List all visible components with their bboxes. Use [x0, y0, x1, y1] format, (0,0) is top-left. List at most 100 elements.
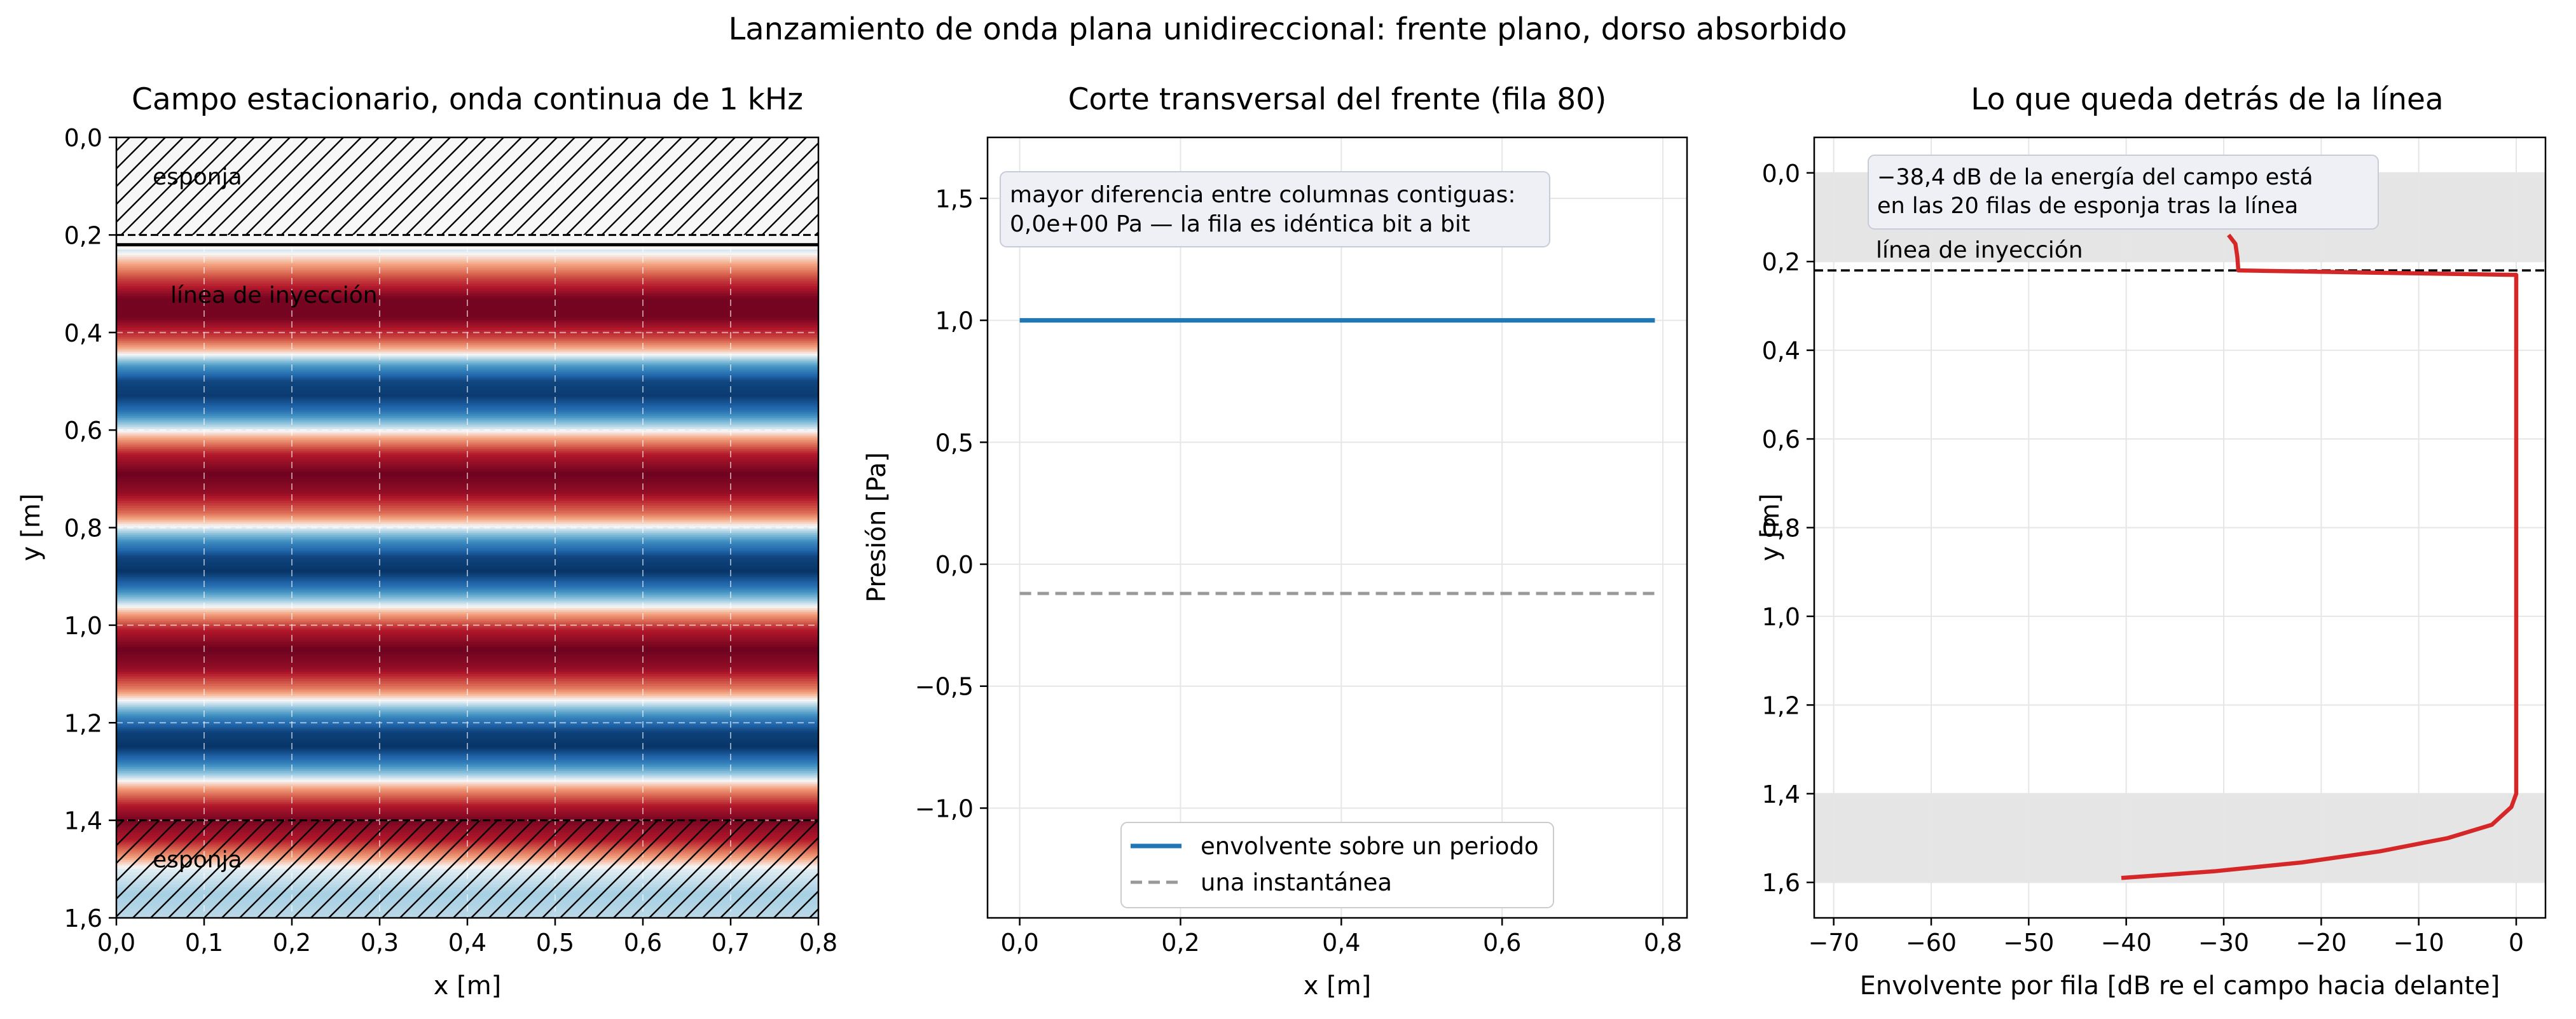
p3-ytick-label: 0,6: [1762, 426, 1800, 454]
p1-field-band: [116, 716, 818, 719]
p1-field-band: [116, 348, 818, 351]
p1-field-band: [116, 662, 818, 665]
p1-ytick-label: 1,4: [64, 807, 102, 835]
p1-field-band: [116, 315, 818, 319]
p3-ytick-label: 1,0: [1762, 603, 1800, 631]
p1-field-band: [116, 329, 818, 333]
p1-field-band: [116, 296, 818, 299]
p3-annotation-line: en las 20 filas de esponja tras la línea: [1877, 193, 2298, 219]
p3-ylabel: y [m]: [1756, 494, 1785, 562]
p3-annotation-text: −38,4 dB de la energía del campo está en …: [1877, 165, 2313, 219]
p1-field-band: [116, 436, 818, 439]
p1-field-band: [116, 759, 818, 763]
p1-field-band: [116, 427, 818, 429]
p3-xtick-label: −40: [2101, 929, 2152, 957]
p3-series-profile: [2121, 233, 2519, 880]
panel-1-title: Campo estacionario, onda continua de 1 k…: [132, 82, 803, 117]
p1-field-band: [116, 642, 818, 646]
p2-annotation-text: mayor diferencia entre columnas contigua…: [1010, 182, 1515, 237]
p1-field-band: [116, 372, 818, 375]
p1-field-band: [116, 264, 818, 267]
p2-ytick-label: 0,5: [935, 429, 974, 457]
p1-field-band: [116, 575, 818, 578]
p3-ticks: −70 −60 −50 −40 −30 −20 −10 0 0,0 0,2 0,4 0,6 0,8 1,0…: [1762, 160, 2524, 957]
p1-field-band: [116, 717, 818, 721]
p3-xtick-label: 0: [2509, 929, 2524, 957]
p1-field-band: [116, 308, 818, 311]
p3-xtick-label: −70: [1808, 929, 1859, 957]
p1-injection-label: línea de inyección: [170, 282, 378, 308]
p2-series: [1019, 318, 1655, 595]
p1-field-band: [116, 350, 818, 353]
p2-xtick-label: 0,2: [1161, 929, 1199, 957]
p1-ytick-label: 1,0: [64, 612, 102, 640]
p2-xtick-label: 0,0: [1000, 929, 1038, 957]
p1-field-band: [116, 405, 818, 408]
p1-xtick-label: 0,0: [97, 929, 135, 957]
p1-sponge-label: esponja: [153, 847, 242, 873]
p1-field-band: [116, 600, 818, 604]
p1-field-band: [116, 741, 818, 744]
p3-annotation-box: −38,4 dB de la energía del campo está en …: [1868, 155, 2379, 230]
p1-xtick-label: 0,4: [448, 929, 486, 957]
p1-field-band: [116, 816, 818, 819]
p3-injection-label: línea de inyección: [1876, 237, 2083, 263]
p1-field-band: [116, 674, 818, 677]
p1-field-band: [116, 522, 818, 525]
p1-overlay-layer: esponja esponja línea de inyección: [116, 137, 818, 918]
panel-2-cross-section: Corte transversal del frente (fila 80) 0…: [862, 82, 1688, 1001]
p1-ticks: 0,0 0,1 0,2 0,3 0,4 0,5 0,6 0,7 0,8 0,0 0,2 0,4 0,6 0…: [64, 124, 838, 957]
p1-field-band: [116, 373, 818, 377]
p3-xtick-label: −60: [1906, 929, 1957, 957]
p1-xtick-label: 0,1: [185, 929, 223, 957]
p1-field-band: [116, 481, 818, 485]
p1-field-band: [116, 337, 818, 340]
p1-xtick-label: 0,2: [273, 929, 311, 957]
p2-annotation-line: 0,0e+00 Pa — la fila es idéntica bit a b…: [1010, 211, 1470, 237]
p1-field-band: [116, 588, 818, 590]
p1-field-band: [116, 275, 818, 278]
p1-field-band: [116, 609, 818, 613]
p1-field-band: [116, 359, 818, 362]
p1-field-band: [116, 803, 818, 807]
p2-grid: [988, 137, 1687, 918]
p3-ytick-label: 1,6: [1762, 869, 1800, 897]
p1-xtick-label: 0,7: [712, 929, 750, 957]
p1-field-band: [116, 447, 818, 450]
p1-field-band: [116, 341, 818, 343]
p1-field-band: [116, 363, 818, 366]
p1-xtick-label: 0,5: [536, 929, 574, 957]
p1-ylabel: y [m]: [17, 494, 46, 562]
p1-xlabel: x [m]: [434, 971, 502, 1001]
p1-field-band: [116, 414, 818, 417]
p1-field-band: [116, 251, 818, 254]
panel-3-title: Lo que queda detrás de la línea: [1971, 82, 2444, 117]
p1-field-band: [116, 286, 818, 289]
p1-ytick-label: 1,6: [64, 905, 102, 932]
p2-annotation-line: mayor diferencia entre columnas contigua…: [1010, 182, 1515, 208]
p1-field-band: [116, 654, 818, 658]
p1-field-band: [116, 438, 818, 441]
legend-label-snapshot: una instantánea: [1201, 869, 1392, 896]
p3-series: [2121, 233, 2519, 880]
p1-field-band: [116, 749, 818, 751]
p1-field-band: [116, 619, 818, 621]
p1-field-band: [116, 630, 818, 633]
p1-field-band: [116, 599, 818, 602]
p1-field-band: [116, 478, 818, 482]
p1-field-band: [116, 719, 818, 722]
p1-field-band: [116, 652, 818, 655]
p1-field-band: [116, 697, 818, 700]
p1-field-band: [116, 490, 818, 494]
p1-ytick-label: 0,0: [64, 124, 102, 152]
p1-field-band: [116, 284, 818, 287]
p1-field-band: [116, 459, 818, 462]
p1-field-band: [116, 535, 818, 537]
p1-field-band: [116, 611, 818, 614]
p1-field-band: [116, 686, 818, 690]
p1-field-band: [116, 761, 818, 765]
p1-field-band: [116, 565, 818, 569]
p3-ytick-label: 1,4: [1762, 780, 1800, 808]
p2-ytick-label: −0,5: [915, 673, 974, 701]
